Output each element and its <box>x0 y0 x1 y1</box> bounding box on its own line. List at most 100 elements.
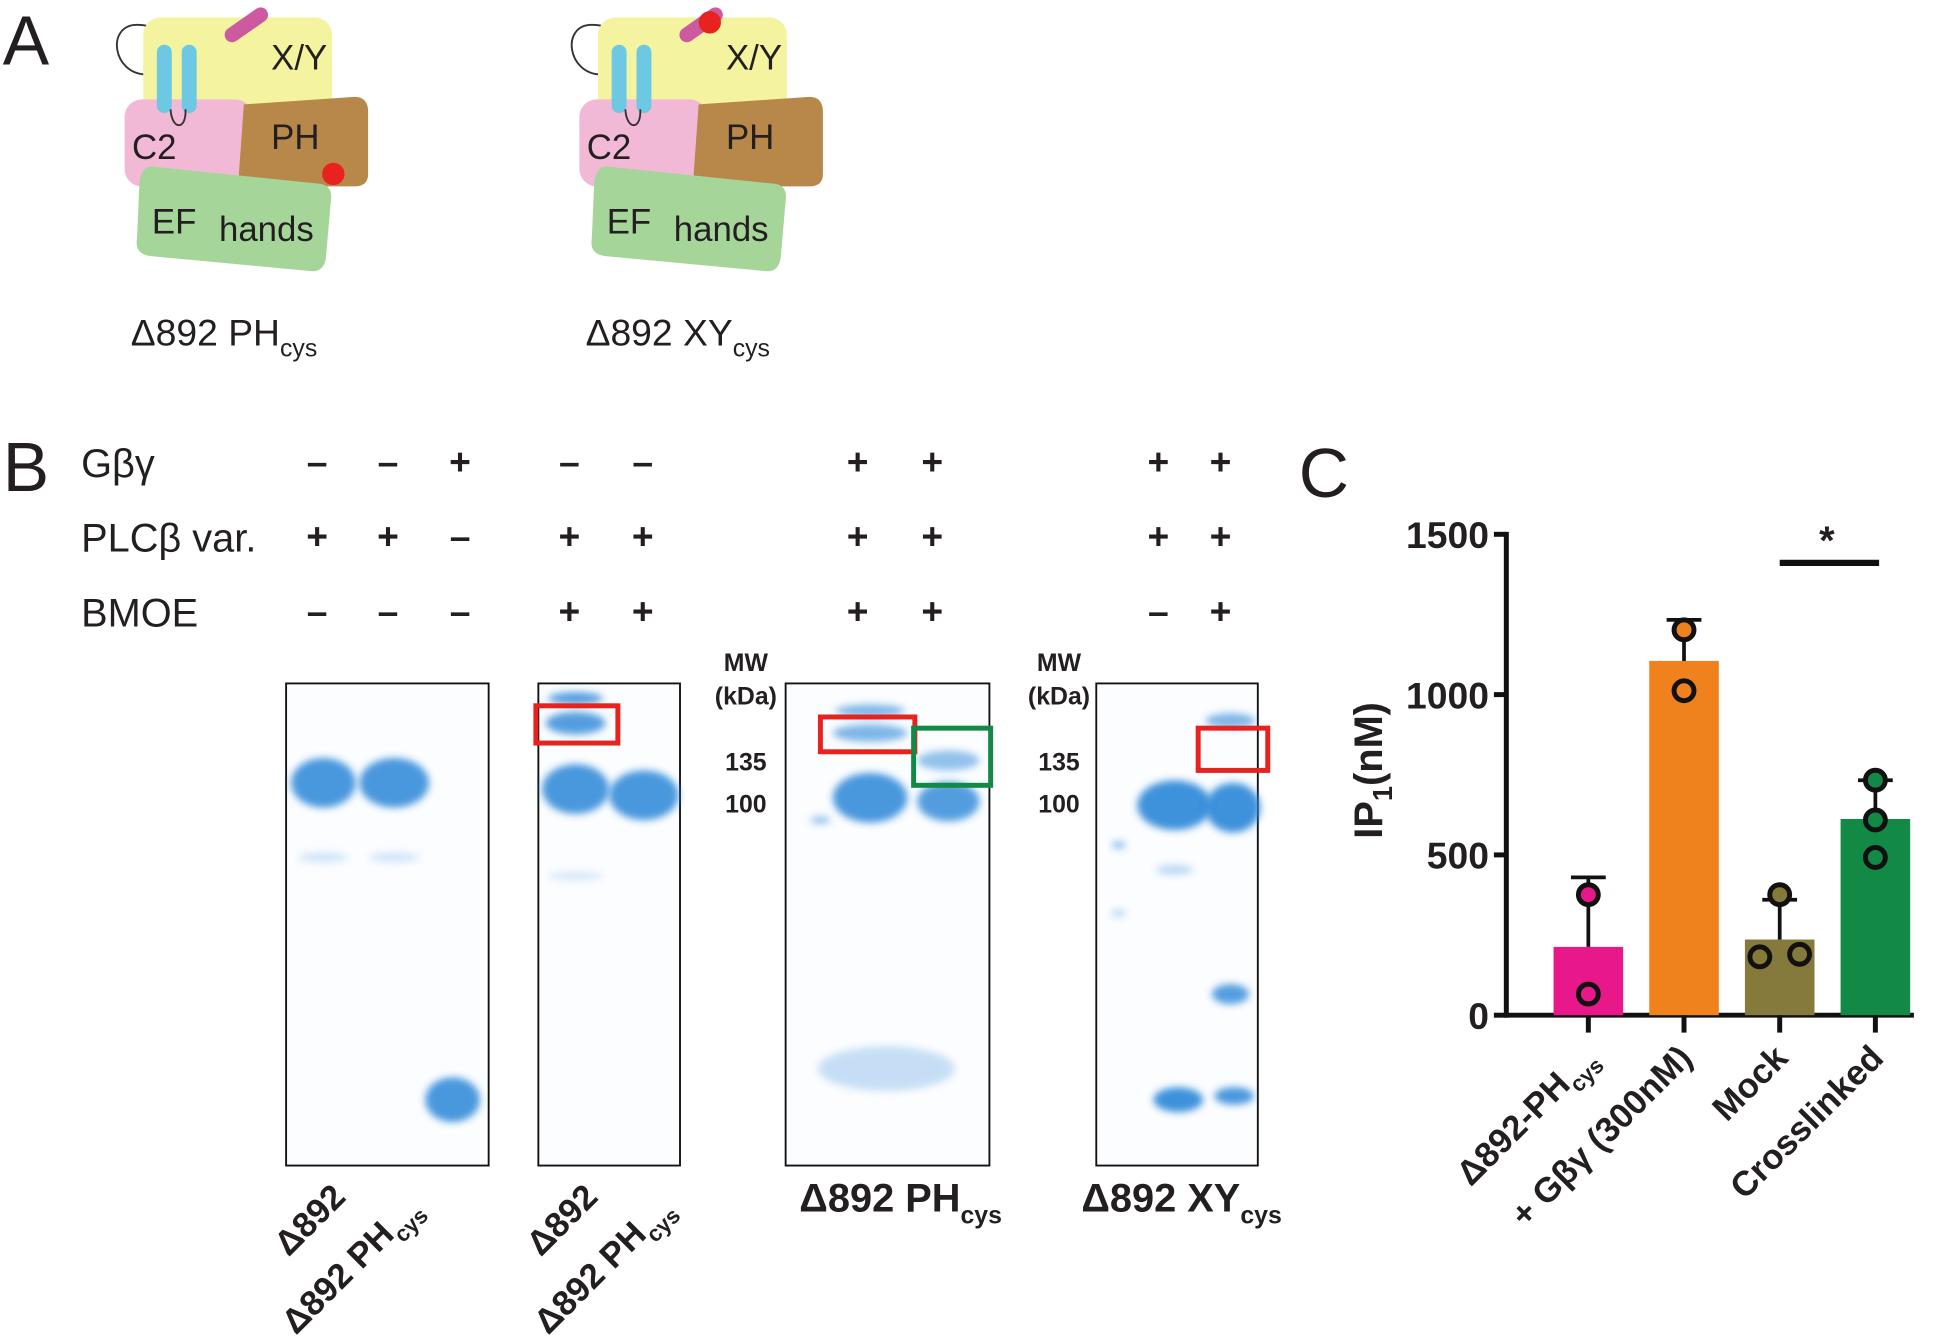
domain-label: EF <box>607 204 651 242</box>
gel-band <box>1214 1087 1255 1105</box>
construct-caption: Δ892 PHcys <box>131 311 317 362</box>
gel-band <box>832 724 908 742</box>
condition-sign: + <box>449 441 471 483</box>
domain-label: EF <box>152 204 196 242</box>
gel-band <box>832 772 908 823</box>
condition-sign: + <box>847 515 869 557</box>
gel-band <box>835 704 905 717</box>
domain-diagram: X/Y C2 PH EF hands Δ892 PHcys <box>115 7 369 363</box>
data-point <box>1671 678 1697 704</box>
gel-band <box>917 781 980 822</box>
condition-sign: – <box>559 441 580 483</box>
label-text: IP <box>1347 801 1391 839</box>
domain-label: X/Y <box>726 40 782 78</box>
gel-band <box>810 816 831 824</box>
panel-label: C <box>1299 434 1349 512</box>
gel-band <box>1111 841 1127 849</box>
highlight-box <box>1195 725 1271 773</box>
gel-band <box>1205 782 1261 833</box>
domain-label: PH <box>726 119 774 157</box>
significance-label: * <box>1819 519 1835 563</box>
c2-domain <box>124 99 253 187</box>
data-point <box>1767 882 1793 908</box>
condition-sign: + <box>559 515 581 557</box>
condition-sign: + <box>559 590 581 632</box>
bar <box>1649 660 1719 1016</box>
gel-band <box>542 764 610 814</box>
condition-sign: – <box>632 441 653 483</box>
label-text: Δ892 XY <box>586 311 733 353</box>
gel-band <box>291 757 356 808</box>
condition-sign: + <box>632 515 654 557</box>
label-text: Δ892 PH <box>799 1177 960 1221</box>
x-tick-label: Mock <box>1706 1038 1796 1128</box>
condition-sign: – <box>450 515 471 557</box>
ef-domain <box>136 166 332 272</box>
gel-band <box>609 770 679 821</box>
gel-band <box>548 692 603 705</box>
mw-marker: 135 <box>1038 749 1080 776</box>
mw-title: MW <box>1037 650 1082 677</box>
domain-label: C2 <box>587 129 631 167</box>
y-tick-label: 1000 <box>1406 674 1489 716</box>
cys-site <box>322 162 345 186</box>
domain-label: C2 <box>132 129 176 167</box>
row-label: BMOE <box>81 591 198 635</box>
condition-sign: + <box>921 441 943 483</box>
condition-sign: + <box>632 590 654 632</box>
helix <box>611 44 627 114</box>
data-point <box>1575 882 1601 908</box>
y-tick-label: 500 <box>1427 835 1489 877</box>
panel-label: A <box>3 2 50 80</box>
helix <box>156 44 172 114</box>
subscript: cys <box>733 336 770 363</box>
data-point <box>1575 981 1601 1007</box>
highlight-box <box>911 725 994 788</box>
gel-band <box>545 712 606 735</box>
c2-domain <box>579 99 708 187</box>
condition-sign: + <box>847 441 869 483</box>
y-axis-label: IP1(nM) <box>1347 702 1398 839</box>
y-tick-label: 1500 <box>1406 514 1489 556</box>
label-text: (nM) <box>1347 702 1391 786</box>
lane-label: Δ892 PHcys <box>799 1177 1002 1230</box>
condition-sign: + <box>921 590 943 632</box>
ha-rod <box>224 7 269 43</box>
gel-band <box>1137 780 1212 831</box>
gel <box>537 682 681 1167</box>
helix <box>181 44 197 114</box>
row-label: PLCβ var. <box>81 517 256 561</box>
highlight-box <box>533 703 621 746</box>
data-point <box>1787 941 1813 967</box>
condition-sign: – <box>378 441 399 483</box>
condition-sign: + <box>847 590 869 632</box>
mw-title: MW <box>724 650 769 677</box>
condition-sign: + <box>306 515 328 557</box>
condition-sign: + <box>1148 441 1170 483</box>
gel-band <box>359 757 430 808</box>
gel-band <box>917 750 980 771</box>
condition-sign: – <box>307 590 328 632</box>
domain-label: PH <box>271 119 319 157</box>
condition-sign: – <box>378 590 399 632</box>
gel-band <box>1155 864 1194 875</box>
lane-label: Δ892 XYcys <box>1081 1177 1281 1230</box>
condition-sign: – <box>450 590 471 632</box>
loop <box>624 109 642 127</box>
data-point <box>1862 807 1888 833</box>
subscript: cys <box>1240 1202 1281 1229</box>
gel-band <box>298 852 349 863</box>
row-label: Gβγ <box>81 442 155 486</box>
subscript: cys <box>960 1202 1001 1229</box>
loop <box>169 109 187 127</box>
subscript: cys <box>280 336 317 363</box>
y-tick-label: 0 <box>1468 995 1489 1037</box>
panel-label: B <box>3 428 49 506</box>
data-point <box>1747 944 1773 970</box>
ph-domain <box>693 96 823 187</box>
domain-label: hands <box>674 211 769 249</box>
mw-marker: 100 <box>1038 792 1079 819</box>
gel-band <box>1211 984 1250 1005</box>
